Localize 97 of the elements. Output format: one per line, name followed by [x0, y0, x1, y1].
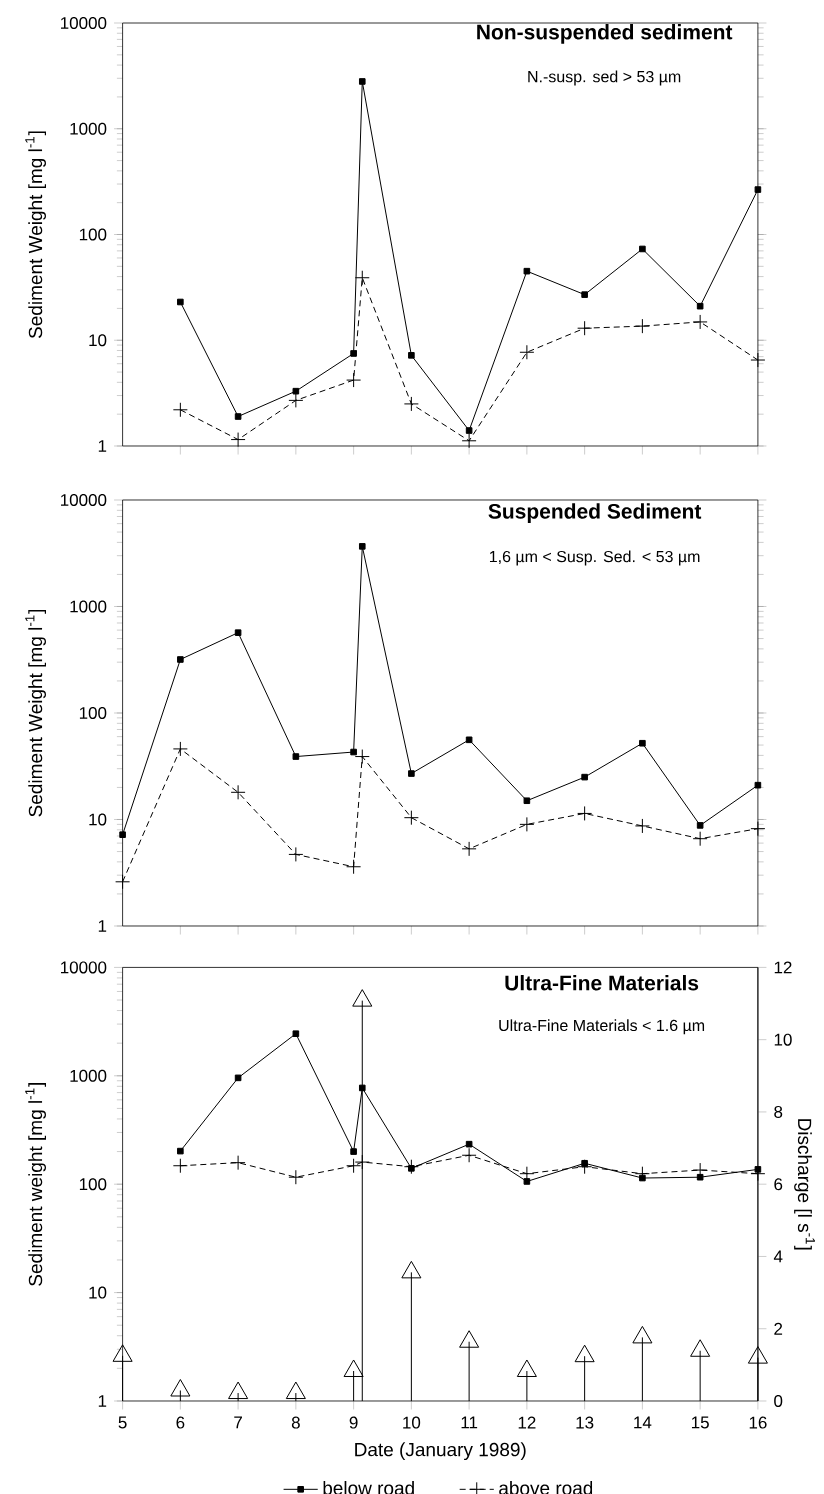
- y2-tick-label: 2: [774, 1322, 783, 1335]
- x-axis-title: Date (January 1989): [355, 1442, 526, 1461]
- point: [177, 298, 184, 306]
- y2-axis-title: Discharge [l s$^{-1}$]: [794, 1119, 815, 1250]
- point: [692, 314, 708, 330]
- legend-label: below road: [323, 1480, 414, 1494]
- x-tick-label: 8: [291, 1416, 300, 1429]
- y2-tick-label: 0: [774, 1394, 783, 1407]
- point: [230, 432, 246, 448]
- point: [119, 831, 126, 838]
- y-axis-title: Sediment Weight [mg l$^{-1}$]: [25, 131, 46, 339]
- y-tick-label: 10000: [61, 961, 107, 974]
- point: [234, 413, 242, 420]
- y-tick-label: 1: [98, 440, 107, 452]
- y-tick-label: 1: [98, 920, 107, 932]
- point: [230, 784, 246, 800]
- y2-tick-label: 6: [774, 1178, 783, 1191]
- x-tick-label: 6: [176, 1416, 185, 1429]
- point: [358, 543, 366, 550]
- point: [696, 302, 704, 310]
- point: [346, 372, 362, 388]
- point: [754, 186, 762, 193]
- point: [403, 810, 419, 826]
- y-tick-label: 10000: [61, 493, 107, 507]
- point: [754, 781, 762, 789]
- point: [234, 629, 242, 636]
- point: [288, 392, 304, 408]
- chart-title: Suspended Sediment: [488, 503, 702, 523]
- point: [577, 320, 593, 336]
- point: [292, 387, 300, 395]
- point: [354, 270, 370, 286]
- y2-tick-label: 4: [773, 1250, 783, 1263]
- point: [639, 245, 646, 253]
- point: [696, 822, 704, 829]
- x-tick-label: 11: [461, 1416, 478, 1429]
- point: [750, 352, 766, 368]
- legend-label: above road: [499, 1480, 593, 1494]
- point: [581, 291, 588, 298]
- y2-tick-label: 8: [774, 1105, 783, 1118]
- x-tick-label: 10: [403, 1416, 421, 1429]
- y-axis-title: Sediment Weight [mg l$^{-1}$]: [25, 609, 46, 817]
- point: [115, 874, 131, 890]
- x-tick-label: 5: [118, 1416, 127, 1429]
- point: [177, 656, 184, 663]
- y-tick-label: 1000: [70, 1069, 107, 1082]
- y-tick-label: 100: [79, 228, 107, 241]
- point: [408, 352, 415, 359]
- x-tick-label: 12: [518, 1416, 536, 1429]
- y2-tick-label: 10: [774, 1033, 792, 1046]
- y-tick-label: 100: [79, 1178, 107, 1191]
- y-tick-label: 1000: [70, 600, 107, 613]
- y-tick-label: 10: [89, 334, 107, 347]
- point: [581, 773, 588, 781]
- y-tick-label: 10000: [61, 17, 107, 30]
- y-axis-title: Sediment weight [mg l$^{-1}$]: [25, 1083, 46, 1286]
- y-tick-label: 10: [89, 1286, 107, 1299]
- point: [292, 753, 300, 760]
- y-tick-label: 1000: [70, 122, 107, 135]
- x-tick-label: 16: [749, 1416, 767, 1429]
- point: [519, 816, 535, 832]
- y-tick-label: 100: [79, 706, 107, 719]
- x-tick-label: 9: [349, 1416, 358, 1429]
- chart-title: Ultra-Fine Materials: [505, 975, 699, 991]
- point: [354, 749, 370, 765]
- point: [639, 739, 646, 747]
- point: [692, 831, 708, 847]
- point: [461, 841, 477, 857]
- text: Ultra-Fine Materials < 1.6 µm: [499, 1019, 705, 1035]
- point: [172, 741, 188, 757]
- point: [523, 797, 531, 805]
- point: [350, 350, 357, 357]
- point: [577, 805, 593, 821]
- point: [403, 396, 419, 412]
- point: [350, 748, 357, 756]
- point: [172, 402, 188, 418]
- point: [465, 427, 473, 434]
- x-tick-label: 13: [576, 1416, 594, 1429]
- point: [461, 433, 477, 449]
- chart-title: Non-suspended sediment: [477, 24, 733, 44]
- x-tick-label: 15: [691, 1416, 709, 1429]
- point: [288, 846, 304, 862]
- point: [634, 818, 650, 834]
- point: [346, 859, 362, 875]
- point: [634, 318, 650, 334]
- point: [519, 344, 535, 360]
- x-tick-label: 14: [634, 1416, 652, 1429]
- point: [358, 78, 366, 85]
- x-tick-label: 7: [234, 1416, 242, 1429]
- text: 1,6 µm < Susp. Sed. < 53 µm: [489, 550, 700, 566]
- y-tick-label: 1: [98, 1395, 107, 1407]
- text: N.-susp. sed > 53 µm: [528, 70, 681, 86]
- point: [408, 770, 415, 777]
- y2-tick-label: 12: [774, 961, 792, 974]
- point: [523, 267, 531, 275]
- point: [750, 821, 766, 837]
- point: [465, 736, 473, 744]
- y-tick-label: 10: [89, 813, 107, 826]
